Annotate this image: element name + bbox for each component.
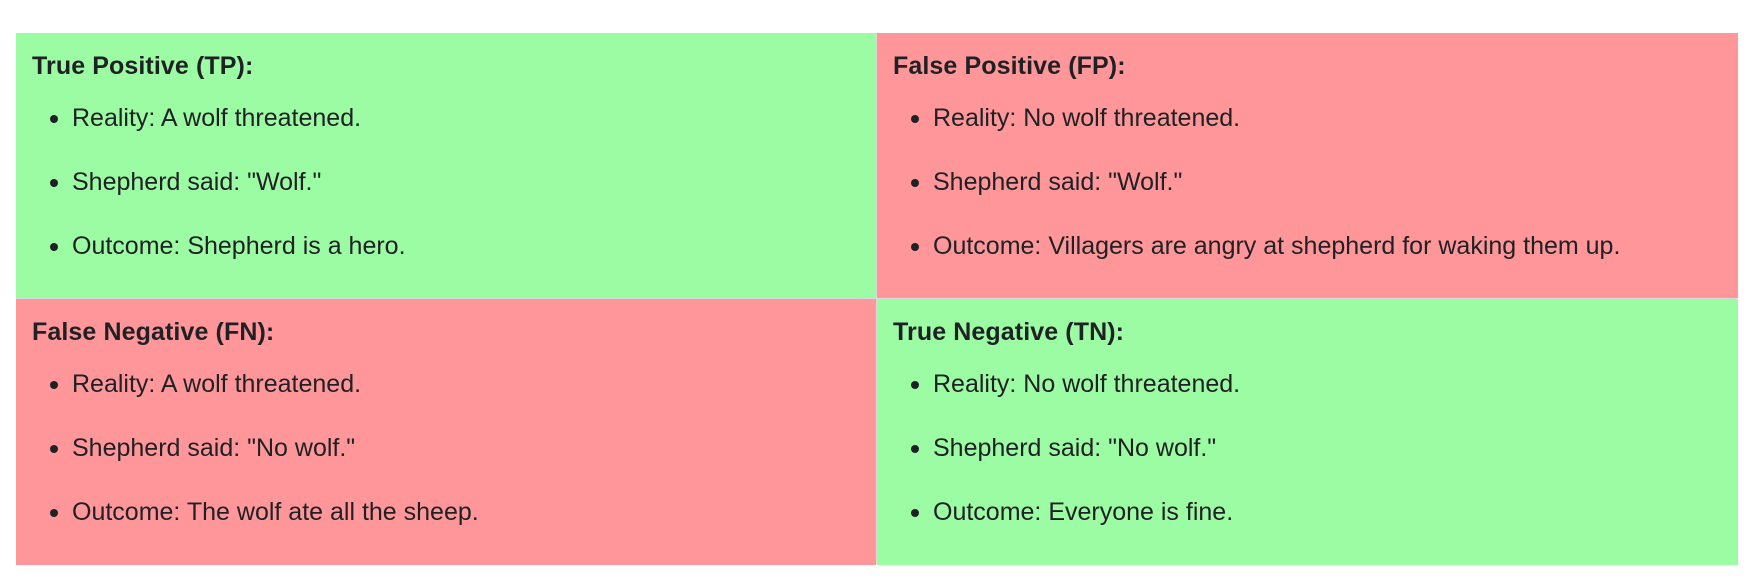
list-item: Shepherd said: "Wolf." <box>893 167 1722 197</box>
cell-title: False Positive (FP): <box>893 52 1126 80</box>
list-item: Outcome: Shepherd is a hero. <box>32 231 860 261</box>
list-item: Reality: No wolf threatened. <box>893 103 1722 133</box>
cell-true-positive: True Positive (TP): Reality: A wolf thre… <box>16 33 876 298</box>
cell-title: False Negative (FN): <box>32 318 275 346</box>
bullet-icon <box>50 115 58 123</box>
list-item-text: Reality: No wolf threatened. <box>933 104 1241 132</box>
cell-title: True Positive (TP): <box>32 52 254 80</box>
bullet-icon <box>50 509 58 517</box>
list-item: Reality: No wolf threatened. <box>893 369 1722 399</box>
cell-title: True Negative (TN): <box>893 318 1125 346</box>
list-item-text: Reality: A wolf threatened. <box>72 370 362 398</box>
list-item: Shepherd said: "No wolf." <box>893 433 1722 463</box>
bullet-icon <box>50 179 58 187</box>
list-item-text: Shepherd said: "Wolf." <box>72 168 322 196</box>
list-item-text: Shepherd said: "Wolf." <box>933 168 1183 196</box>
list-item-text: Reality: A wolf threatened. <box>72 104 362 132</box>
list-item: Outcome: Everyone is fine. <box>893 497 1722 527</box>
cell-list: Reality: No wolf threatened. Shepherd sa… <box>893 369 1722 527</box>
bullet-icon <box>50 381 58 389</box>
list-item: Shepherd said: "No wolf." <box>32 433 860 463</box>
list-item: Shepherd said: "Wolf." <box>32 167 860 197</box>
bullet-icon <box>911 381 919 389</box>
list-item-text: Reality: No wolf threatened. <box>933 370 1241 398</box>
confusion-matrix: True Positive (TP): Reality: A wolf thre… <box>16 33 1738 565</box>
cell-false-negative: False Negative (FN): Reality: A wolf thr… <box>16 299 876 565</box>
list-item: Reality: A wolf threatened. <box>32 103 860 133</box>
cell-list: Reality: A wolf threatened. Shepherd sai… <box>32 369 860 527</box>
cell-list: Reality: A wolf threatened. Shepherd sai… <box>32 103 860 261</box>
list-item-text: Outcome: Villagers are angry at shepherd… <box>933 232 1621 260</box>
bullet-icon <box>911 445 919 453</box>
list-item: Reality: A wolf threatened. <box>32 369 860 399</box>
bullet-icon <box>911 243 919 251</box>
bullet-icon <box>911 179 919 187</box>
cell-false-positive: False Positive (FP): Reality: No wolf th… <box>877 33 1738 298</box>
list-item-text: Outcome: Everyone is fine. <box>933 498 1234 526</box>
list-item: Outcome: The wolf ate all the sheep. <box>32 497 860 527</box>
cell-true-negative: True Negative (TN): Reality: No wolf thr… <box>877 299 1738 565</box>
list-item: Outcome: Villagers are angry at shepherd… <box>893 231 1722 261</box>
bullet-icon <box>50 243 58 251</box>
bullet-icon <box>911 115 919 123</box>
list-item-text: Outcome: The wolf ate all the sheep. <box>72 498 479 526</box>
list-item-text: Outcome: Shepherd is a hero. <box>72 232 406 260</box>
list-item-text: Shepherd said: "No wolf." <box>933 434 1217 462</box>
cell-list: Reality: No wolf threatened. Shepherd sa… <box>893 103 1722 261</box>
list-item-text: Shepherd said: "No wolf." <box>72 434 356 462</box>
bullet-icon <box>911 509 919 517</box>
bullet-icon <box>50 445 58 453</box>
